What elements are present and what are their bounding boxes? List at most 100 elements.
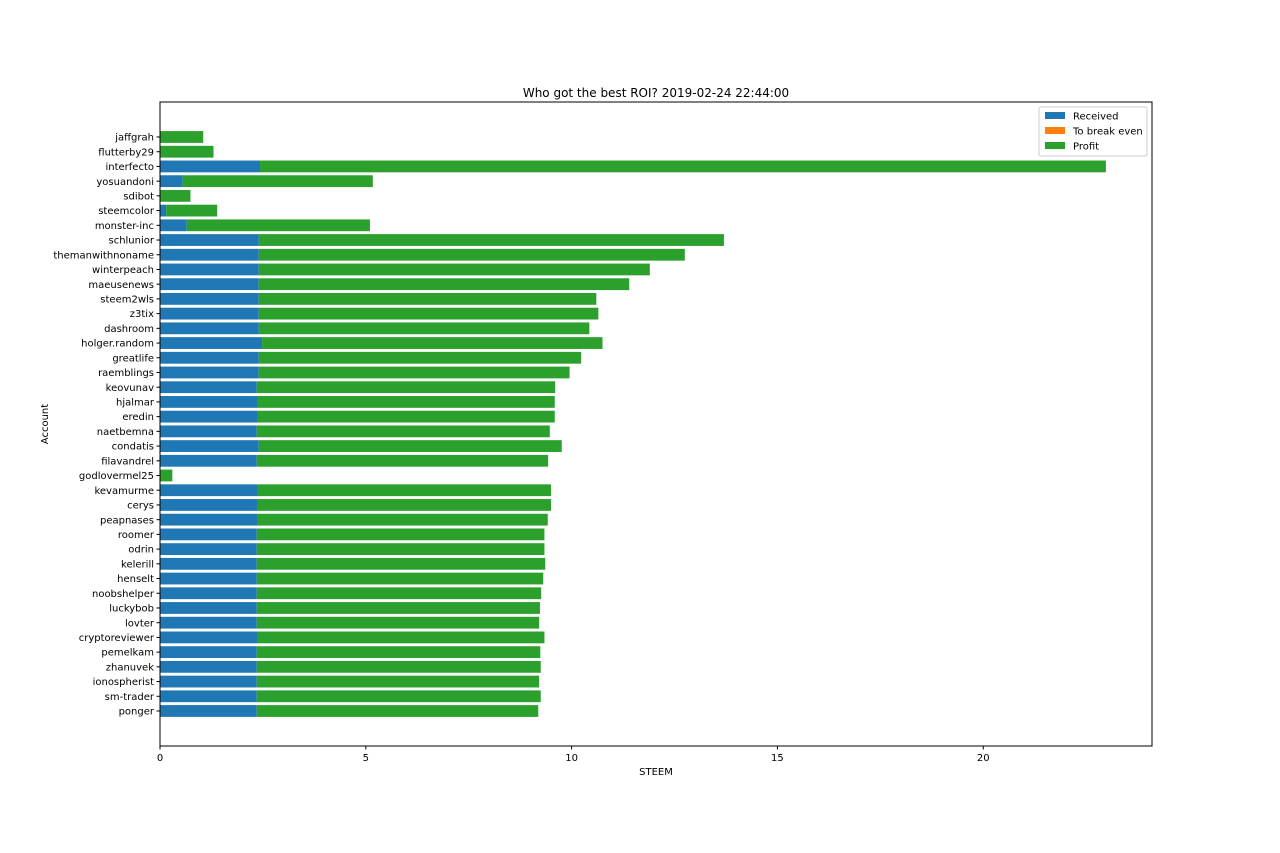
y-tick-label: cryptoreviewer — [79, 633, 155, 644]
bar-profit-interfecto — [260, 160, 1106, 173]
y-tick-label: kevamurme — [94, 486, 154, 497]
y-axis-label: Account — [40, 404, 51, 444]
bar-received-maeusenews — [160, 278, 259, 291]
x-axis: 0 5 10 15 20 — [157, 746, 990, 764]
bar-received-henselt — [160, 572, 257, 585]
bar-profit-greatlife — [258, 351, 582, 364]
legend-swatch-to-break-even — [1045, 127, 1065, 134]
y-tick-label: dashroom — [104, 324, 154, 335]
y-tick-label: odrin — [128, 545, 154, 556]
y-tick-label: interfecto — [105, 162, 154, 173]
y-tick-label: sm-trader — [105, 692, 155, 703]
bar-received-pemelkam — [160, 646, 257, 659]
bar-profit-maeusenews — [258, 278, 630, 291]
y-tick-label: holger.random — [81, 339, 154, 350]
bar-profit-flutterby29 — [160, 145, 214, 158]
y-tick-label: steem2wls — [100, 294, 154, 305]
bar-received-odrin — [160, 543, 257, 556]
bar-received-roomer — [160, 528, 257, 541]
y-tick-label: maeusenews — [88, 280, 154, 291]
legend: Received To break even Profit — [1038, 106, 1148, 157]
bar-profit-jaffgrah — [160, 131, 204, 143]
legend-box — [1038, 106, 1148, 157]
bar-profit-kevamurme — [257, 484, 552, 497]
bar-received-hjalmar — [160, 396, 258, 408]
x-tick-label: 20 — [977, 753, 990, 764]
y-axis: jaffgrah flutterby29 interfecto yosuandoni s… — [53, 133, 160, 718]
bar-received-eredin — [160, 410, 258, 423]
bar-profit-eredin — [257, 410, 555, 423]
bar-profit-noobshelper — [256, 587, 542, 600]
bar-profit-luckybob — [256, 602, 540, 614]
y-tick-label: godlovermel25 — [79, 471, 154, 482]
bar-received-schlunior — [160, 234, 259, 246]
x-tick-label: 10 — [565, 753, 578, 764]
bar-profit-yosuandoni — [182, 175, 373, 188]
bar-profit-henselt — [256, 572, 544, 585]
bar-received-z3tix — [160, 307, 259, 320]
x-axis-label: STEEM — [639, 767, 673, 778]
bar-profit-raemblings — [258, 366, 570, 379]
y-tick-label: steemcolor — [98, 206, 155, 217]
bar-profit-schlunior — [258, 234, 724, 246]
y-tick-label: flutterby29 — [98, 147, 154, 158]
bar-profit-ponger — [256, 705, 539, 717]
y-tick-label: raemblings — [98, 368, 154, 379]
y-tick-label: keovunav — [106, 383, 154, 394]
y-tick-label: hjalmar — [116, 398, 155, 409]
bar-profit-themanwithnoname — [258, 248, 685, 261]
bar-profit-sdibot — [160, 189, 191, 202]
bar-profit-keovunav — [256, 381, 556, 394]
y-tick-label: monster-inc — [95, 221, 154, 232]
y-tick-label: sdibot — [123, 191, 154, 202]
legend-label: To break even — [1072, 127, 1143, 138]
bar-received-ionospherist — [160, 675, 257, 688]
bar-received-lovter — [160, 616, 257, 629]
x-tick-label: 0 — [157, 753, 163, 764]
y-tick-label: yosuandoni — [96, 177, 154, 188]
bar-received-filavandrel — [160, 454, 257, 467]
bar-profit-zhanuvek — [256, 660, 541, 673]
bars-group — [160, 131, 1106, 717]
bar-profit-cryptoreviewer — [257, 631, 545, 644]
bar-profit-filavandrel — [256, 454, 549, 467]
y-tick-label: filavandrel — [101, 456, 154, 467]
bar-received-cryptoreviewer — [160, 631, 258, 644]
bar-received-yosuandoni — [160, 175, 183, 188]
bar-profit-naetbemna — [256, 425, 550, 438]
bar-profit-z3tix — [258, 307, 599, 320]
chart-title: Who got the best ROI? 2019-02-24 22:44:0… — [523, 86, 789, 100]
bar-profit-hjalmar — [257, 396, 555, 408]
bar-profit-winterpeach — [258, 263, 650, 276]
y-tick-label: themanwithnoname — [53, 250, 154, 261]
bar-received-interfecto — [160, 160, 261, 173]
bar-profit-peapnases — [257, 513, 548, 526]
bar-received-winterpeach — [160, 263, 259, 276]
y-tick-label: roomer — [118, 530, 155, 541]
plot-frame — [159, 101, 1153, 747]
y-tick-label: schlunior — [108, 236, 154, 247]
x-tick-label: 15 — [771, 753, 784, 764]
bar-received-noobshelper — [160, 587, 257, 600]
y-tick-label: noobshelper — [92, 589, 155, 600]
y-tick-label: luckybob — [109, 604, 154, 615]
bar-profit-monster-inc — [186, 219, 370, 232]
y-tick-label: z3tix — [130, 309, 154, 320]
y-tick-label: naetbemna — [97, 427, 154, 438]
bar-profit-roomer — [256, 528, 545, 541]
y-tick-label: pemelkam — [101, 648, 154, 659]
bar-profit-lovter — [256, 616, 540, 629]
bar-profit-godlovermel25 — [160, 469, 173, 482]
y-tick-label: zhanuvek — [106, 662, 154, 673]
bar-profit-kelerill — [256, 557, 546, 570]
bar-profit-sm-trader — [256, 690, 541, 703]
y-tick-label: condatis — [112, 442, 154, 453]
bar-received-greatlife — [160, 351, 259, 364]
y-tick-label: lovter — [125, 618, 155, 629]
y-tick-label: henselt — [117, 574, 154, 585]
bar-received-naetbemna — [160, 425, 257, 438]
bar-profit-odrin — [256, 543, 545, 556]
bar-received-condatis — [160, 440, 259, 452]
bar-received-steem2wls — [160, 292, 259, 305]
